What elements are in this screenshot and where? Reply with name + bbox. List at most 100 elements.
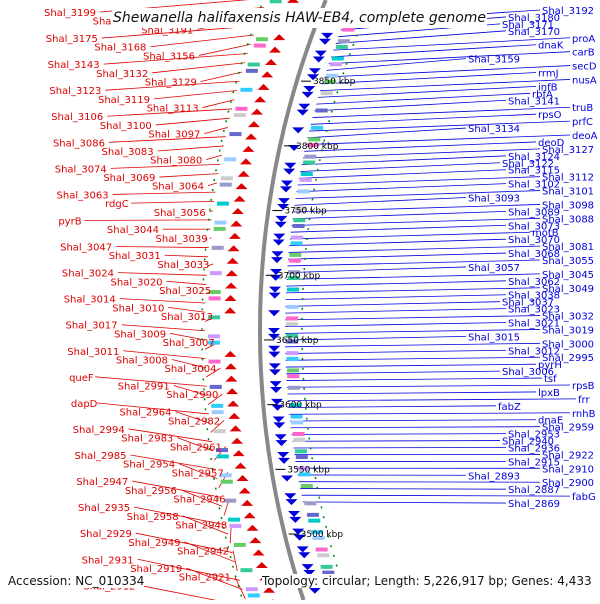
cog-block	[240, 568, 252, 572]
gene-label-reverse: Shal_3017	[65, 321, 117, 332]
reverse-gene-arrow	[240, 158, 252, 164]
cog-block	[300, 178, 312, 182]
gene-label-forward: Shal_2893	[468, 471, 520, 482]
gene-label-reverse: Shal_3025	[159, 286, 211, 297]
cog-block	[321, 91, 333, 95]
gene-label-reverse: Shal_2985	[74, 451, 126, 462]
cog-block	[211, 404, 223, 408]
gene-label-reverse: Shal_3100	[100, 121, 152, 132]
leader-line	[286, 288, 540, 293]
reverse-gene-arrow	[239, 487, 251, 493]
cog-block	[287, 288, 299, 292]
gene-label-reverse: Shal_2921	[179, 573, 231, 584]
gene-label-forward: Shal_2869	[508, 499, 560, 510]
cog-block	[240, 88, 252, 92]
leader-line	[287, 274, 540, 280]
gene-label-forward: Shal_2887	[508, 485, 560, 496]
cog-block	[212, 410, 224, 414]
gene-label-forward: rnhB	[572, 409, 596, 420]
leader-line	[203, 100, 235, 108]
cog-block	[221, 176, 233, 180]
leader-line	[290, 420, 536, 421]
gene-label-forward: Shal_3055	[542, 256, 594, 267]
cog-block	[293, 218, 305, 222]
forward-gene-arrow	[285, 499, 297, 505]
cog-block	[291, 420, 303, 424]
forward-gene-arrow	[284, 163, 296, 169]
cog-block	[330, 62, 342, 66]
leader-line	[118, 273, 207, 276]
leader-line	[233, 551, 237, 571]
gene-label-reverse: Shal_3004	[164, 364, 216, 375]
forward-gene-arrow	[269, 287, 281, 293]
reverse-gene-arrow	[226, 270, 238, 276]
cog-block	[316, 108, 328, 112]
forward-gene-arrow	[275, 216, 287, 222]
leader-line	[286, 281, 506, 286]
cog-block	[220, 183, 232, 187]
cog-block	[291, 236, 303, 240]
gene-label-reverse: Shal_2994	[73, 425, 125, 436]
gene-label-reverse: Shal_2991	[118, 382, 170, 393]
cog-block	[209, 360, 221, 364]
leader-line	[285, 309, 506, 314]
gene-label-forward: Shal_3093	[468, 194, 520, 205]
leader-line	[306, 135, 570, 145]
gene-label-forward: tsf	[544, 374, 557, 385]
gene-label-reverse: pyrB	[58, 216, 81, 227]
gene-label-reverse: Shal_3129	[145, 77, 197, 88]
cog-block	[209, 296, 221, 300]
gene-label-reverse: Shal_3106	[51, 112, 103, 123]
forward-gene-arrow	[269, 293, 281, 299]
cog-block	[224, 157, 236, 161]
forward-gene-arrow	[281, 180, 293, 186]
gene-label-forward: Shal_3159	[468, 55, 520, 66]
gene-label-reverse: Shal_3013	[161, 312, 213, 323]
reverse-gene-arrow	[241, 500, 253, 506]
leader-line	[139, 585, 247, 600]
leader-line	[285, 350, 506, 353]
gene-label-reverse: Shal_3123	[49, 86, 101, 97]
leader-line	[333, 38, 570, 50]
gene-label-reverse: Shal_3119	[98, 95, 150, 106]
cog-block	[235, 107, 247, 111]
accession-text: Accession: NC_010334	[8, 574, 144, 588]
forward-gene-arrow	[278, 458, 290, 464]
cog-block	[210, 271, 222, 275]
forward-gene-arrow	[268, 346, 280, 352]
cog-block	[229, 132, 241, 136]
leader-line	[287, 378, 542, 380]
reverse-gene-arrow	[225, 295, 237, 301]
gene-label-forward: proA	[572, 34, 595, 45]
reverse-gene-arrow	[229, 233, 241, 239]
leader-line	[300, 488, 506, 489]
cog-block	[301, 484, 313, 488]
leader-line	[288, 253, 506, 259]
forward-gene-arrow	[271, 251, 283, 257]
gene-label-reverse: Shal_2956	[125, 486, 177, 497]
cog-block	[316, 548, 328, 552]
gene-label-reverse: Shal_2931	[82, 555, 134, 566]
leader-line	[286, 295, 506, 300]
cog-block	[214, 429, 226, 433]
gene-label-reverse: Shal_3007	[163, 338, 215, 349]
cog-block	[288, 386, 300, 390]
kbp-tick-label: 3800 kbp	[296, 142, 339, 152]
cog-block	[293, 438, 305, 442]
reverse-gene-arrow	[233, 450, 245, 456]
gene-label-reverse: Shal_2990	[166, 390, 218, 401]
leader-line	[289, 239, 506, 246]
gene-label-forward: Shal_3101	[542, 187, 594, 198]
gene-label-reverse: Shal_2964	[119, 408, 171, 419]
forward-gene-arrow	[313, 56, 325, 62]
forward-gene-arrow	[277, 452, 289, 458]
reverse-gene-arrow	[248, 121, 260, 127]
forward-gene-arrow	[283, 169, 295, 175]
forward-gene-arrow	[275, 434, 287, 440]
cog-block	[291, 415, 303, 419]
reverse-gene-arrow	[244, 512, 256, 518]
cog-block	[321, 565, 333, 569]
leader-line	[291, 427, 540, 428]
reverse-gene-arrow	[227, 401, 239, 407]
